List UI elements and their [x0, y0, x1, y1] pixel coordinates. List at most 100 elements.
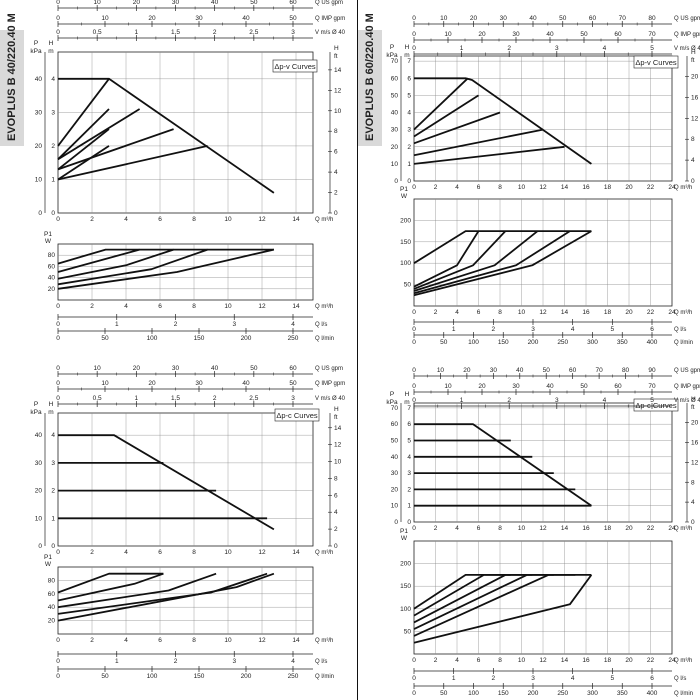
- x-tick-label: 10: [224, 637, 232, 644]
- flow-scale-tick-label: 80: [648, 15, 656, 22]
- y-tick-label-kpa: 70: [391, 405, 399, 412]
- y-tick-label-ft: 20: [691, 74, 699, 81]
- y-tick-label-m: 3: [407, 470, 411, 477]
- flow-scale-tick-label: 10: [94, 0, 102, 6]
- flow-scale-label: Q US gpm: [315, 366, 343, 372]
- x-tick-label: 20: [625, 184, 633, 191]
- flow-scale-tick-label: 2: [213, 395, 217, 402]
- flow-scale-0: 0 10 20 30 40 50 60 Q US gpm: [56, 365, 343, 377]
- y-axis-label-hft: H: [691, 396, 696, 403]
- flow-scale-tick-label: 20: [148, 15, 156, 22]
- y-tick-label-m: 7: [407, 58, 411, 65]
- power-y-label-w: W: [45, 238, 52, 245]
- bottom-scale-tick-label: 100: [468, 690, 479, 697]
- power-y-tick-label: 80: [48, 577, 56, 584]
- x-tick-label: 14: [292, 637, 300, 644]
- flow-scale-tick-label: 20: [133, 365, 141, 372]
- x-tick-label: 22: [647, 657, 655, 664]
- flow-scale-tick-label: 50: [250, 0, 258, 6]
- bottom-scale-tick-label: 0: [412, 675, 416, 682]
- flow-scale-tick-label: 20: [133, 0, 141, 6]
- bottom-scale-tick-label: 250: [557, 339, 568, 346]
- y-axis-label-h: H: [405, 44, 410, 51]
- y-tick-label-m: 3: [407, 127, 411, 134]
- flow-scale-tick-label: 60: [289, 365, 297, 372]
- y-tick-label-ft: 6: [334, 492, 338, 499]
- flow-scale-tick-label: 3: [555, 397, 559, 404]
- flow-scale-tick-label: 40: [546, 31, 554, 38]
- x-tick-label: 6: [158, 303, 162, 310]
- y-tick-label-kpa: 70: [391, 58, 399, 65]
- flow-scale-1: 0 10 20 30 40 50 60 70 Q IMP gpm: [412, 383, 700, 395]
- flow-scale-tick-label: 10: [101, 380, 109, 387]
- x-tick-label: 8: [498, 309, 502, 316]
- y-tick-label-ft: 8: [334, 128, 338, 135]
- x-tick-label: 16: [582, 657, 590, 664]
- flow-scale-label: Q US gpm: [674, 16, 700, 22]
- power-curve: [413, 230, 539, 292]
- bottom-scale-tick-label: 5: [611, 326, 615, 333]
- flow-scale-tick-label: 90: [648, 367, 656, 374]
- flow-scale-tick-label: 0: [412, 383, 416, 390]
- y-tick-label-m: 1: [51, 176, 55, 183]
- x-tick-label: 14: [561, 184, 569, 191]
- x-tick-label: 24: [668, 309, 676, 316]
- flow-scale-label: Q IMP gpm: [674, 384, 700, 390]
- y-tick-label-ft: 20: [691, 420, 699, 427]
- y-tick-label-m: 4: [407, 110, 411, 117]
- x-tick-label: 2: [434, 525, 438, 532]
- y-tick-label-m: 0: [407, 519, 411, 526]
- bottom-scale-tick-label: 250: [288, 673, 299, 680]
- x-tick-label: 18: [604, 309, 612, 316]
- y-tick-label-kpa: 20: [391, 144, 399, 151]
- bottom-scale-label: Q l/s: [315, 659, 327, 665]
- bottom-scale-tick-label: 350: [617, 339, 628, 346]
- power-y-label-w: W: [401, 535, 408, 542]
- y-tick-label-ft: 4: [334, 169, 338, 176]
- legend-text: Δp-c Curves: [276, 411, 318, 420]
- flow-scale-label: Q IMP gpm: [674, 32, 700, 38]
- head-plot: 0 2 4 6 8 10 12 140123401020304002468101214PkPa…: [30, 401, 341, 556]
- power-curve: [57, 572, 275, 622]
- bottom-scale-tick-label: 1: [452, 675, 456, 682]
- bottom-scale-0: 0 1 2 3 4 5 6 Q l/s: [412, 668, 686, 682]
- bottom-scale-tick-label: 1: [115, 658, 119, 665]
- bottom-scale-tick-label: 3: [232, 658, 236, 665]
- flow-scale-label: V m/s Ø 40: [674, 46, 700, 52]
- y-tick-label-m: 2: [51, 143, 55, 150]
- x-tick-label: 8: [498, 184, 502, 191]
- legend-box: Δp-c Curves: [274, 408, 320, 422]
- x-tick-label: 24: [668, 525, 676, 532]
- flow-scale-tick-label: 70: [648, 383, 656, 390]
- y-tick-label-kpa: 20: [391, 486, 399, 493]
- y-tick-label-ft: 12: [334, 442, 342, 449]
- x-tick-label: 12: [539, 309, 547, 316]
- x-tick-label: 4: [124, 216, 128, 223]
- power-y-label-p1: P1: [44, 554, 52, 561]
- x-tick-label: 8: [192, 549, 196, 556]
- flow-scale-tick-label: 20: [470, 15, 478, 22]
- x-tick-label: 6: [477, 657, 481, 664]
- flow-scale-tick-label: 3: [291, 395, 295, 402]
- flow-scale-tick-label: 50: [289, 15, 297, 22]
- flow-scale-0: 0 10 20 30 40 50 60 70 80 90 Q US gpm: [412, 367, 700, 379]
- y-axis-label-m: m: [48, 48, 53, 55]
- flow-scale-tick-label: 30: [512, 383, 520, 390]
- legend-frame: [272, 59, 318, 73]
- bottom-scale-tick-label: 3: [531, 675, 535, 682]
- bottom-scale-1: 0 50 100 150 200 250 300 350 400 Q l/min: [412, 683, 693, 697]
- y-tick-label-ft: 0: [691, 178, 695, 185]
- power-y-tick-label: 200: [400, 217, 411, 224]
- legend-text: Δp-v Curves: [274, 62, 316, 71]
- flow-scale-label: V m/s Ø 40: [315, 396, 346, 402]
- bottom-scale-tick-label: 4: [571, 675, 575, 682]
- y-axis-label-kpa: kPa: [30, 48, 42, 55]
- y-tick-label-ft: 14: [334, 67, 342, 74]
- bottom-scale-label: Q l/min: [315, 674, 334, 680]
- flow-scale-tick-label: 1: [460, 397, 464, 404]
- flow-scale-tick-label: 30: [490, 367, 498, 374]
- flow-scale-tick-label: 30: [500, 15, 508, 22]
- y-tick-label-ft: 2: [334, 190, 338, 197]
- legend-box: Δp-c Curves: [633, 398, 679, 412]
- flow-scale-tick-label: 60: [289, 0, 297, 6]
